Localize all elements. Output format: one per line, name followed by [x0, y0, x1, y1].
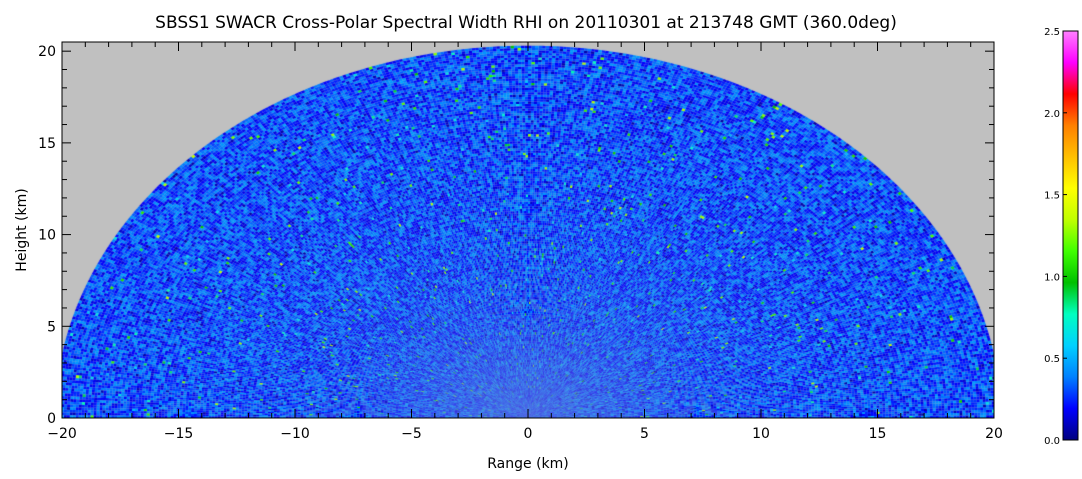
x-tick-label: −20 — [47, 426, 77, 442]
y-tick-label: 0 — [47, 411, 56, 427]
y-tick-label: 5 — [47, 319, 56, 335]
colorbar-tick-label: 0.0 — [1044, 436, 1060, 447]
x-tick-label: −5 — [401, 426, 422, 442]
colorbar-tick-label: 2.5 — [1044, 27, 1060, 38]
colorbar-tick-label: 0.5 — [1044, 354, 1060, 365]
x-tick-label: −10 — [280, 426, 310, 442]
x-tick-label: 10 — [752, 426, 770, 442]
rhi-scan-field — [62, 42, 994, 418]
x-tick-label: 15 — [869, 426, 887, 442]
y-axis-label: Height (km) — [14, 188, 30, 271]
x-tick-label: 0 — [524, 426, 533, 442]
x-tick-label: −15 — [164, 426, 194, 442]
x-tick-label: 20 — [985, 426, 1003, 442]
y-tick-label: 10 — [38, 228, 56, 244]
y-tick-label: 15 — [38, 136, 56, 152]
x-axis-label: Range (km) — [487, 456, 569, 472]
colorbar-tick-label: 1.5 — [1044, 191, 1060, 202]
colorbar-tick-label: 2.0 — [1044, 109, 1060, 120]
colorbar-tick-label: 1.0 — [1044, 272, 1060, 283]
y-tick-label: 20 — [38, 44, 56, 60]
chart-title: SBSS1 SWACR Cross-Polar Spectral Width R… — [155, 13, 897, 33]
x-tick-label: 5 — [640, 426, 649, 442]
colorbar — [1062, 30, 1079, 441]
